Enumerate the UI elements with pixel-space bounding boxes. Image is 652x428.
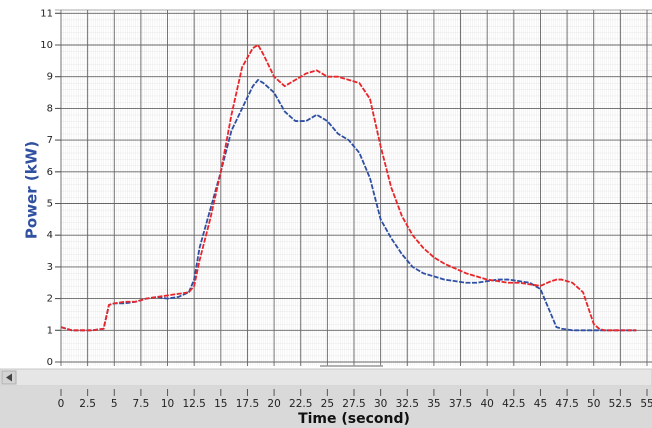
y-tick-label: 4 (47, 230, 53, 241)
x-axis-title: Time (second) (298, 411, 410, 427)
y-tick-label: 2 (47, 294, 53, 305)
x-tick-label: 45 (534, 398, 547, 410)
x-tick-label: 0 (58, 398, 65, 410)
scroll-left-arrow (6, 373, 12, 382)
y-tick-label: 7 (47, 135, 53, 146)
x-tick-label: 12.5 (182, 398, 205, 410)
y-tick-label: 1 (47, 325, 53, 336)
x-tick-label: 55 (640, 398, 652, 410)
x-tick-label: 32.5 (396, 398, 419, 410)
x-tick-label: 20 (267, 398, 280, 410)
series-group (60, 44, 637, 332)
x-axis-area (0, 386, 652, 428)
y-tick-label: 6 (47, 167, 53, 178)
x-tick-label: 35 (427, 398, 440, 410)
y-tick-label: 5 (47, 199, 53, 210)
x-tick-label: 2.5 (79, 398, 96, 410)
scrollbar[interactable] (0, 368, 652, 387)
x-tick-label: 5 (111, 398, 118, 410)
y-axis-title: Power (kW) (23, 141, 41, 239)
grid-group (55, 10, 652, 366)
y-tick-label: 10 (40, 40, 53, 51)
x-tick-label: 47.5 (555, 398, 578, 410)
y-tick-label: 8 (47, 103, 53, 114)
series-line (60, 44, 637, 332)
x-tick-label: 10 (161, 398, 174, 410)
x-tick-label: 42.5 (502, 398, 525, 410)
x-tick-label: 37.5 (449, 398, 472, 410)
x-tick-label: 17.5 (236, 398, 259, 410)
x-tick-label: 50 (587, 398, 600, 410)
x-tick-label: 30 (374, 398, 387, 410)
x-tick-label: 25 (321, 398, 334, 410)
x-tick-label: 52.5 (609, 398, 632, 410)
minor-grid (61, 10, 652, 366)
x-tick-label: 22.5 (289, 398, 312, 410)
y-tick-label: 11 (40, 8, 53, 19)
y-tick-label: 0 (47, 357, 53, 368)
y-tick-label: 3 (47, 262, 53, 273)
y-tick-label: 9 (47, 72, 53, 83)
x-tick-label: 15 (214, 398, 227, 410)
x-tick-label: 7.5 (133, 398, 150, 410)
x-tick-label: 40 (480, 398, 493, 410)
x-tick-label: 27.5 (342, 398, 365, 410)
